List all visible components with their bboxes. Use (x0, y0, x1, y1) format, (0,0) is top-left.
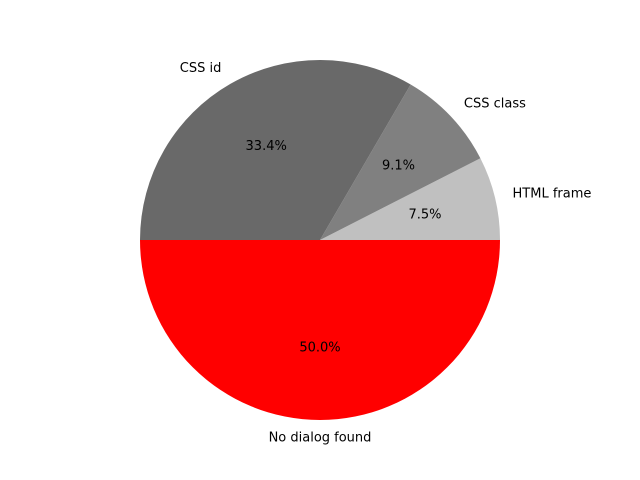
slice-label-css-class: CSS class (464, 97, 526, 112)
pie-slice-html-frame (320, 158, 500, 240)
slice-pct-css-id: 33.4% (246, 139, 287, 154)
pie-slice-css-id (140, 59, 411, 240)
pie-slice-css-class (320, 84, 481, 241)
slice-pct-html-frame: 7.5% (409, 207, 442, 222)
slice-pct-css-class: 9.1% (382, 158, 415, 173)
pie-slice-no-dialog-found (140, 240, 500, 420)
slice-label-css-id: CSS id (180, 61, 222, 76)
pie-slices (140, 59, 500, 420)
slice-pct-no-dialog-found: 50.0% (299, 341, 340, 356)
slice-label-no-dialog-found: No dialog found (269, 431, 372, 446)
pie-labels: HTML frame 7.5% CSS class 9.1% CSS id 33.4% No… (180, 61, 592, 446)
slice-label-html-frame: HTML frame (513, 186, 592, 201)
